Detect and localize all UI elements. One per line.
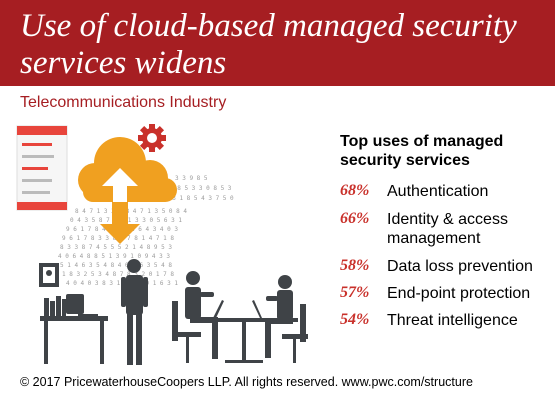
uses-heading: Top uses of managed security services bbox=[340, 133, 504, 169]
picture-frame-icon bbox=[39, 263, 59, 287]
use-percentage: 66% bbox=[340, 210, 370, 227]
gear-icon bbox=[138, 124, 166, 152]
office-illustration: 8 4 7 1 3 3 0 8 4 7 1 3 5 0 8 4 0 4 3 5 … bbox=[16, 124, 308, 365]
page-title: Use of cloud-based managed security serv… bbox=[20, 8, 517, 81]
standing-person bbox=[121, 259, 148, 365]
use-label: Threat intelligence bbox=[387, 312, 518, 329]
use-label: Authentication bbox=[387, 183, 489, 200]
meeting-table bbox=[202, 300, 298, 363]
svg-text:8 3 3 8 7 4 5 5 5 2 1 4 8 9 5: 8 3 3 8 7 4 5 5 5 2 1 4 8 9 5 3 bbox=[60, 244, 172, 251]
upload-arrow-icon bbox=[102, 168, 138, 202]
use-label: End-point protection bbox=[387, 285, 531, 302]
industry-subtitle: Telecommunications Industry bbox=[20, 94, 227, 111]
svg-text:3 3 9 8 5: 3 3 9 8 5 bbox=[175, 175, 208, 182]
copyright-footer: © 2017 PricewaterhouseCoopers LLP. All r… bbox=[20, 375, 473, 389]
use-percentage: 58% bbox=[340, 257, 370, 274]
svg-text:5 1 4 6 3 5 4 8 4 0 4 6 3 5 4: 5 1 4 6 3 5 4 8 4 0 4 6 3 5 4 8 bbox=[60, 262, 172, 269]
svg-text:1 8 3 2 5 3 4 8 7 8 3 2 0 1 7: 1 8 3 2 5 3 4 8 7 8 3 2 0 1 7 8 bbox=[62, 271, 174, 278]
download-arrow-icon bbox=[100, 202, 140, 244]
svg-text:4 0 6 4 8 8 5 1 3 9 1 0 9 4 3: 4 0 6 4 8 8 5 1 3 9 1 0 9 4 3 3 bbox=[58, 253, 170, 260]
use-percentage: 68% bbox=[340, 182, 370, 199]
use-label: Data loss prevention bbox=[387, 258, 533, 275]
left-desk bbox=[40, 294, 108, 364]
title-banner bbox=[0, 0, 555, 86]
svg-text:7 8 5 3 3 0 8 5 3: 7 8 5 3 3 0 8 5 3 bbox=[170, 185, 232, 192]
seated-woman bbox=[265, 275, 308, 363]
svg-text:6 3 1 8 5 4 3 7 5 0: 6 3 1 8 5 4 3 7 5 0 bbox=[165, 195, 234, 202]
use-label: Identity & access management bbox=[387, 211, 508, 247]
server-list-icon bbox=[16, 125, 68, 211]
use-percentage: 57% bbox=[340, 284, 370, 301]
seated-man bbox=[172, 271, 218, 363]
use-percentage: 54% bbox=[340, 311, 370, 328]
svg-text:8 4 7 1 3 3 0 8 4 7 1 3 5 0 8: 8 4 7 1 3 3 0 8 4 7 1 3 5 0 8 4 bbox=[75, 208, 187, 215]
